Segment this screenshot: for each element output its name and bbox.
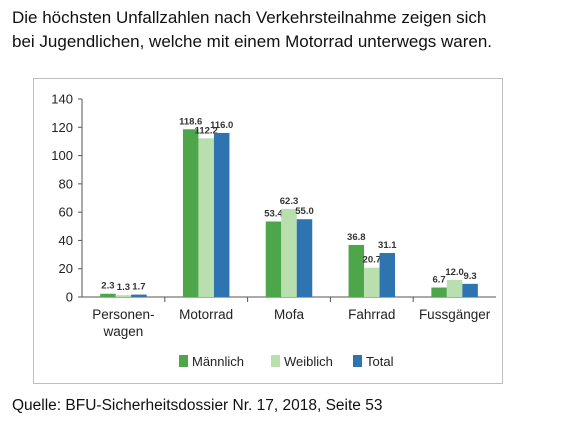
chart-frame: 0 20 40 60 80 100 120 140 2.3 1.3 1.7 Personen-wage… — [33, 78, 503, 384]
y-tick-label: 20 — [59, 261, 73, 276]
bar — [379, 253, 396, 297]
y-tick-label: 80 — [59, 176, 73, 191]
bar — [100, 293, 116, 297]
legend-label: Total — [366, 354, 394, 369]
bar — [431, 287, 447, 297]
category-label: Mofa — [274, 307, 305, 322]
value-label: 6.7 — [432, 275, 445, 286]
value-label: 20.7 — [363, 255, 382, 266]
value-label: 55.0 — [295, 206, 314, 217]
value-label: 1.3 — [117, 282, 130, 293]
y-tick-label: 100 — [51, 148, 73, 163]
value-label: 2.3 — [101, 281, 114, 292]
legend-label: Männlich — [192, 354, 244, 369]
y-tick-label: 40 — [59, 233, 73, 248]
bar — [265, 221, 282, 297]
category-label: wagen — [103, 324, 144, 339]
bar — [182, 129, 199, 297]
legend-swatch — [271, 355, 280, 367]
y-tick-label: 120 — [51, 120, 73, 135]
value-label: 116.0 — [210, 120, 233, 131]
headline-line-2: bei Jugendlichen, welche mit einem Motor… — [12, 32, 493, 51]
y-tick-label: 140 — [51, 92, 73, 107]
y-tick-label: 60 — [59, 205, 73, 220]
value-label: 112.2 — [195, 125, 218, 136]
bar — [364, 267, 380, 297]
bar — [115, 295, 132, 297]
category-label: Fussgänger — [419, 307, 491, 322]
legend-swatch — [353, 355, 362, 367]
value-label: 62.3 — [280, 196, 299, 207]
y-tick-label: 0 — [66, 290, 73, 305]
value-label: 1.7 — [132, 282, 145, 293]
bar — [348, 244, 365, 297]
bar — [213, 132, 230, 297]
value-label: 118.6 — [179, 116, 202, 127]
category-label: Personen- — [92, 307, 154, 322]
bar — [281, 208, 297, 297]
category-label: Motorrad — [179, 307, 233, 322]
source-citation: Quelle: BFU-Sicherheitsdossier Nr. 17, 2… — [12, 397, 383, 414]
bar — [198, 138, 214, 297]
bar — [462, 283, 478, 297]
bar — [131, 294, 147, 297]
bar — [446, 280, 463, 297]
legend-label: Weiblich — [284, 354, 333, 369]
headline: Die höchsten Unfallzahlen nach Verkehrst… — [12, 6, 552, 54]
bar-chart: 0 20 40 60 80 100 120 140 2.3 1.3 1.7 Personen-wage… — [51, 92, 496, 369]
value-label: 53.4 — [264, 208, 283, 219]
value-label: 12.0 — [445, 267, 464, 278]
value-label: 36.8 — [347, 232, 366, 243]
category-label: Fahrrad — [348, 307, 395, 322]
value-label: 9.3 — [463, 271, 476, 282]
bar — [296, 219, 313, 297]
headline-line-1: Die höchsten Unfallzahlen nach Verkehrst… — [12, 8, 487, 27]
value-label: 31.1 — [378, 240, 397, 251]
legend-swatch — [179, 355, 188, 367]
